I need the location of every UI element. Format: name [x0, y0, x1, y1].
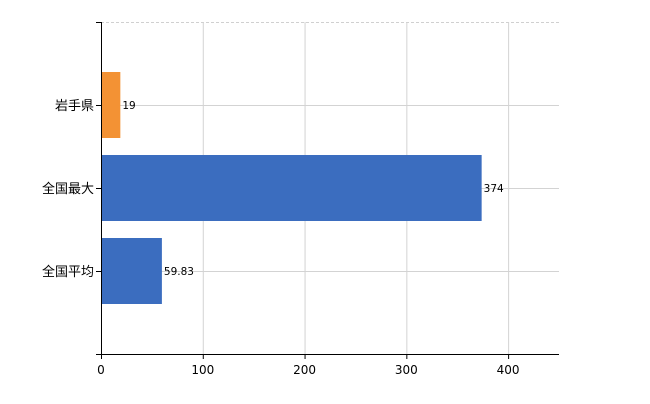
data-label: 59.83	[164, 266, 194, 278]
x-tick-label: 0	[97, 363, 105, 377]
category-label: 岩手県	[55, 99, 94, 114]
x-tick-label: 100	[191, 363, 214, 377]
bar	[101, 72, 121, 138]
x-tick-label: 400	[497, 363, 520, 377]
category-label: 全国平均	[42, 264, 94, 280]
data-label: 374	[484, 183, 504, 195]
data-label: 19	[122, 100, 135, 112]
bar	[101, 155, 482, 221]
x-tick-label: 300	[395, 363, 418, 377]
bar	[101, 238, 162, 304]
category-label: 全国最大	[42, 181, 94, 197]
x-tick-label: 200	[293, 363, 316, 377]
